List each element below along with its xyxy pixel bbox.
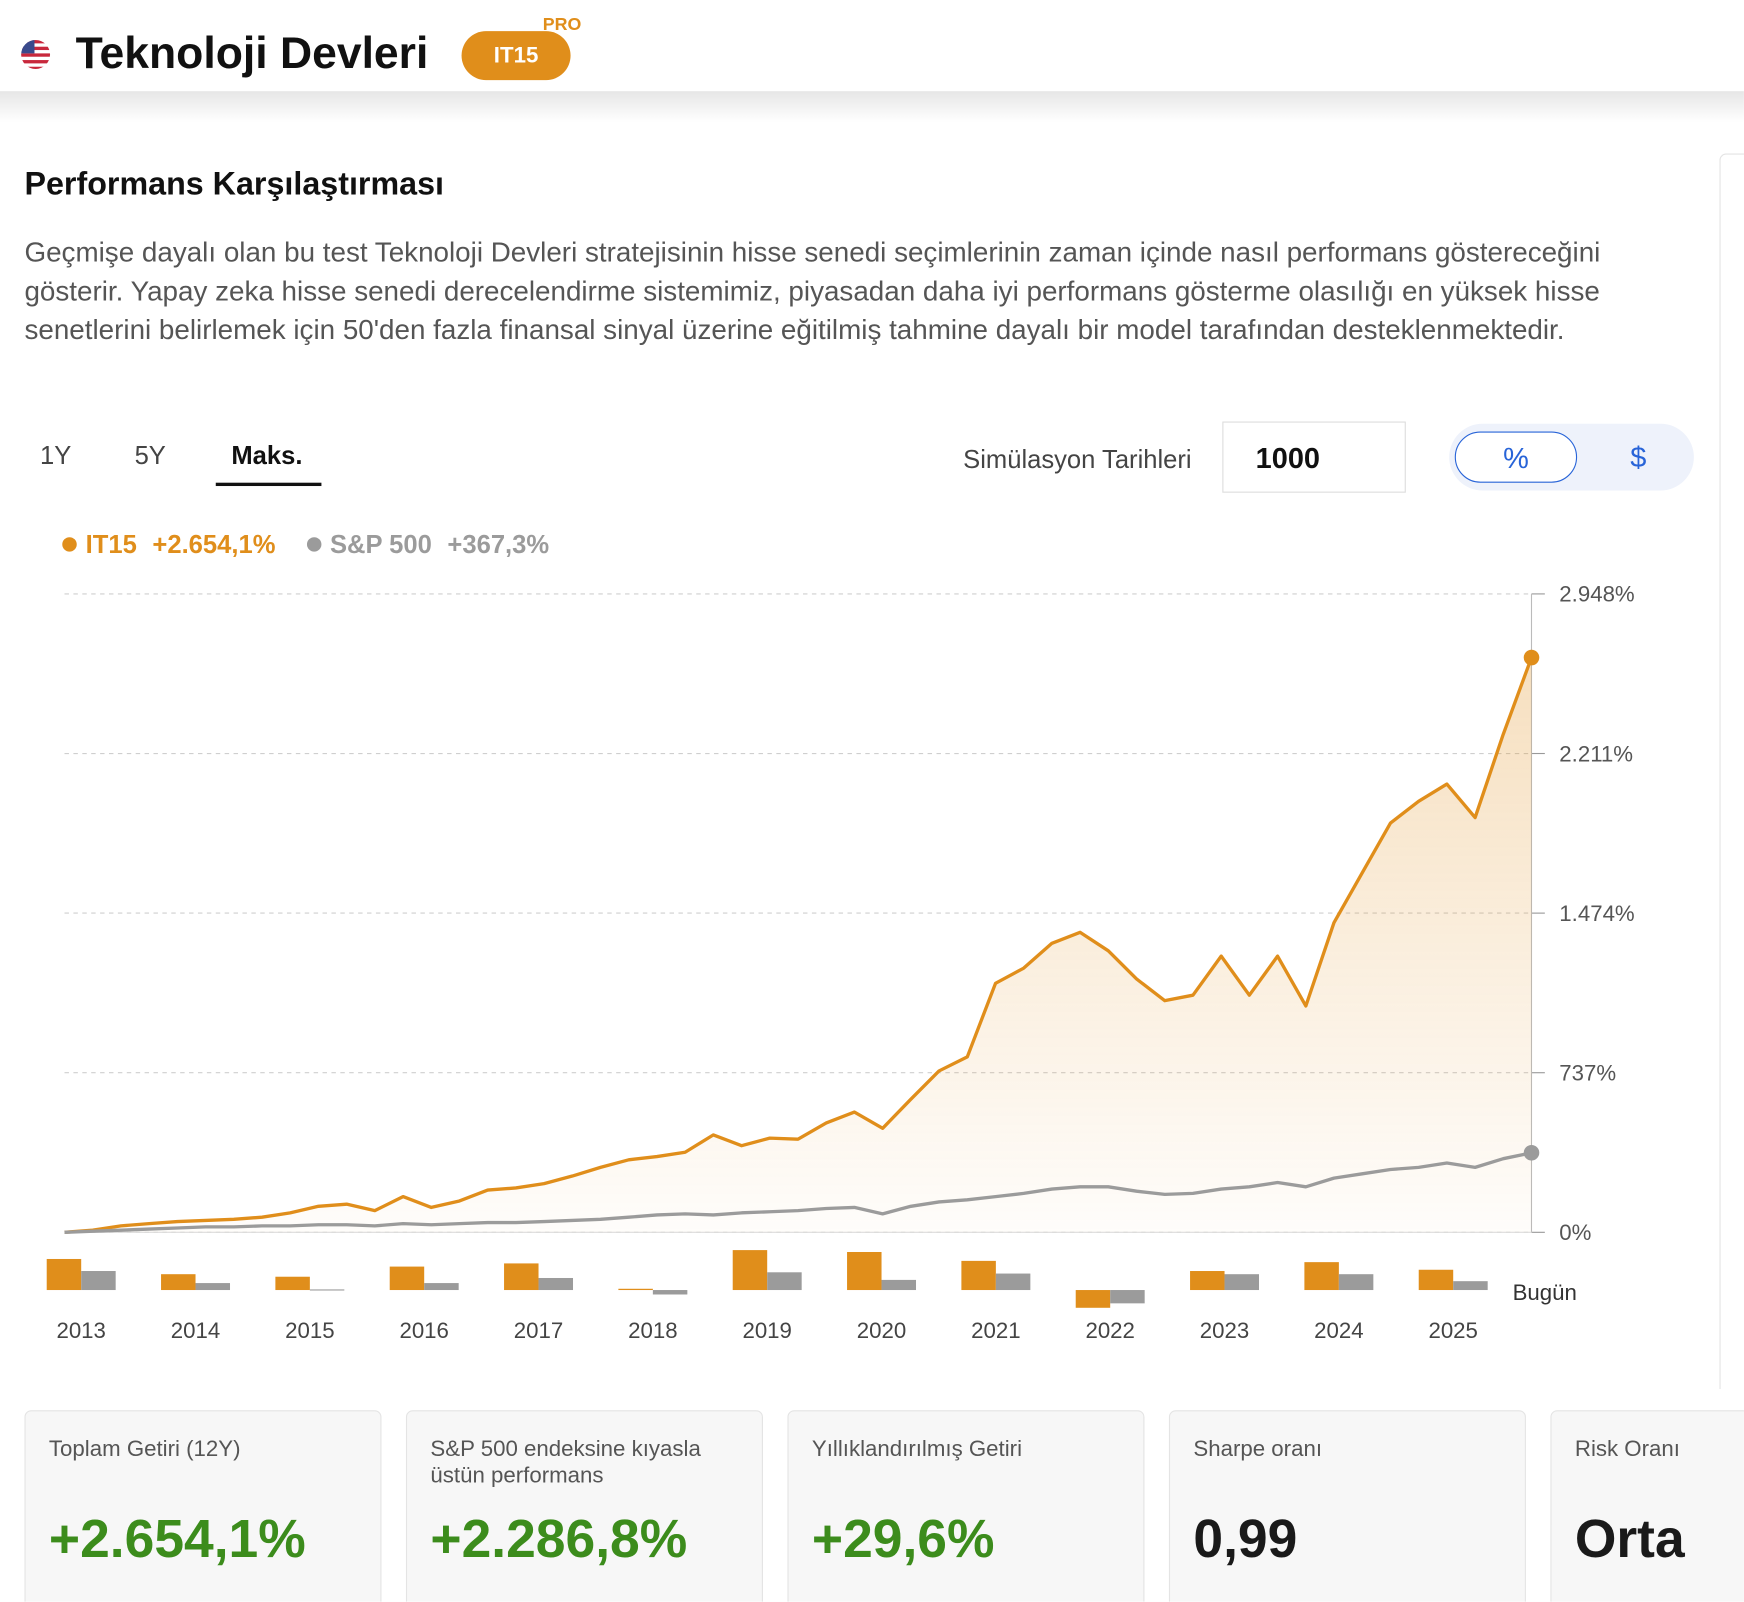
unit-toggle: % $ [1449,423,1694,491]
bar [1110,1290,1145,1304]
stat-label: S&P 500 endeksine kıyasla üstün performa… [430,1436,701,1489]
line [64,656,1534,1234]
legend-total: +367,3% [447,529,550,559]
badge: IT15 [461,31,571,81]
bar [618,1288,653,1291]
bar [46,1258,82,1291]
x-tick-label: 2018 [628,1318,677,1343]
x-tick-label: 2017 [514,1318,563,1343]
x-tick-label: 2016 [399,1318,448,1343]
simulation-label: Simülasyon Tarihleri [963,444,1192,474]
annotation: Bugün [1513,1280,1577,1305]
section-description: Geçmişe dayalı olan bu test Teknoloji De… [24,236,1601,346]
us-flag [21,40,51,69]
stat-label: Yıllıklandırılmış Getiri [811,1436,1023,1462]
header [0,0,1744,92]
x-tick-label: 2020 [857,1318,906,1343]
bar [1338,1274,1374,1291]
y-tick-label: 737% [1559,1061,1616,1086]
bar [195,1283,231,1291]
legend-item: IT15 +2.654,1% [62,529,275,559]
stat-label: Sharpe oranı [1193,1436,1323,1462]
x-tick-label: 2019 [742,1318,791,1343]
legend-total: +2.654,1% [152,529,276,559]
x-tick-label: 2013 [56,1318,105,1343]
section-title: Performans Karşılaştırması [24,166,444,203]
stat-card: Toplam Getiri (12Y) +2.654,1% [24,1410,382,1602]
bar [995,1273,1031,1291]
bar [504,1263,539,1291]
bar [767,1272,802,1291]
page-title: Teknoloji Devleri [75,28,429,78]
side-panel-edge [1719,153,1744,1390]
stat-value: +2.654,1% [48,1510,306,1570]
bar [961,1260,996,1291]
stat-value: +29,6% [811,1510,995,1570]
stat-card: Sharpe oranı 0,99 [1168,1410,1526,1602]
simulation-input[interactable]: 1000 [1222,421,1406,493]
header-shadow [0,91,1744,123]
x-tick-label: 2015 [285,1318,334,1343]
stat-card: Yıllıklandırılmış Getiri +29,6% [787,1410,1145,1602]
stat-label: Risk Oranı [1574,1436,1680,1462]
bar [1075,1290,1111,1308]
legend-dot [306,537,322,552]
bar [881,1279,917,1291]
stat-label: Toplam Getiri (12Y) [48,1436,241,1462]
legend-dot [62,537,77,552]
end-point [1523,1144,1540,1161]
stat-value: Orta [1574,1510,1685,1570]
bar [732,1250,768,1291]
x-tick-label: 2014 [171,1318,220,1343]
x-tick-label: 2023 [1200,1318,1249,1343]
area [64,657,1532,1233]
bar [1453,1281,1488,1291]
legend-item: S&P 500 +367,3% [306,529,550,559]
bar [424,1283,459,1291]
chart: 0% 737% 1.474% 2.211% 2.948% 2013 2014 2015 2016… [46,582,1635,1343]
line [64,1151,1532,1234]
bar [847,1252,882,1291]
stat-value: 0,99 [1193,1510,1298,1570]
period-tab[interactable]: 5Y [134,440,166,470]
bar [275,1276,310,1291]
period-tab[interactable]: 1Y [40,440,72,470]
unit-option[interactable]: $ [1630,440,1647,474]
legend: IT15 +2.654,1% S&P 500 +367,3% [62,529,549,559]
y-tick-label: 2.211% [1559,741,1633,766]
period-tab[interactable]: Maks. [231,440,303,470]
bar [1224,1274,1260,1291]
bar [1418,1269,1454,1291]
bar [1304,1262,1339,1291]
badge-tier: PRO [542,15,582,35]
x-tick-label: 2022 [1085,1318,1134,1343]
y-tick-label: 2.948% [1559,582,1634,607]
bar [309,1289,345,1291]
bar [1190,1271,1225,1291]
stat-value: +2.286,8% [430,1510,688,1570]
x-tick-label: 2021 [971,1318,1020,1343]
stat-card: Risk Oranı Orta [1550,1410,1744,1602]
bar [81,1271,116,1291]
y-tick-label: 1.474% [1559,901,1634,926]
legend-name: S&P 500 [329,529,432,559]
bar [389,1266,425,1291]
tab-underline [215,482,322,487]
stat-card: S&P 500 endeksine kıyasla üstün performa… [405,1410,763,1602]
end-point [1523,649,1540,666]
x-tick-label: 2024 [1314,1318,1363,1343]
bar [161,1274,196,1291]
bar [652,1290,688,1295]
y-tick-label: 0% [1559,1220,1591,1245]
bar [538,1277,574,1291]
unit-option[interactable]: % [1454,431,1578,483]
x-tick-label: 2025 [1428,1318,1477,1343]
legend-name: IT15 [85,529,137,559]
